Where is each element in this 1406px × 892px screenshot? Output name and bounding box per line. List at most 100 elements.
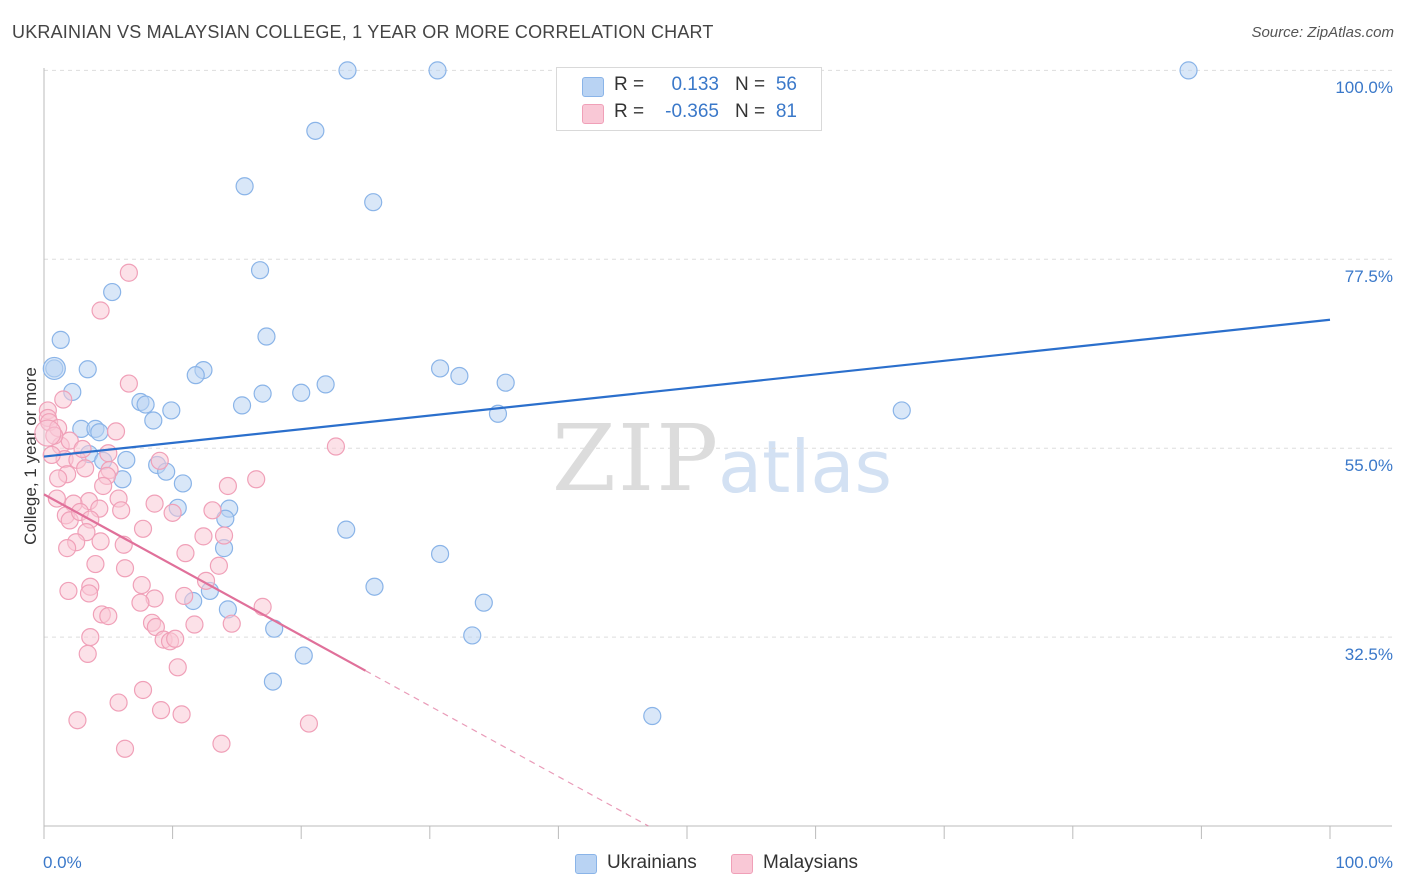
point-malaysians (91, 301, 110, 320)
point-ukrainians (496, 373, 515, 392)
point-ukrainians (643, 706, 662, 726)
point-malaysians (59, 581, 78, 601)
point-malaysians (99, 444, 118, 463)
point-ukrainians (338, 61, 357, 80)
point-malaysians (119, 374, 138, 393)
point-malaysians (132, 575, 151, 595)
legend-n-label: N = (735, 74, 766, 95)
x-tick-label: 100.0% (1335, 853, 1393, 872)
point-ukrainians (365, 577, 384, 596)
point-malaysians (112, 501, 131, 520)
point-ukrainians (136, 395, 155, 414)
legend-row-ukrainians: R = 0.133 N = 56 (557, 74, 821, 100)
y-tick-label: 100.0% (1335, 78, 1393, 97)
point-ukrainians (292, 383, 311, 402)
point-ukrainians (253, 384, 272, 403)
legend-n-label: N = (735, 101, 766, 122)
point-malaysians (79, 584, 99, 603)
point-ukrainians (173, 474, 192, 493)
point-malaysians (194, 527, 213, 546)
point-malaysians (212, 734, 231, 753)
series-label-ukrainians: Ukrainians (607, 852, 697, 873)
point-ukrainians (892, 401, 911, 420)
point-malaysians (73, 439, 92, 459)
chart-title: UKRAINIAN VS MALAYSIAN COLLEGE, 1 YEAR O… (12, 22, 714, 42)
point-malaysians (94, 476, 113, 496)
point-malaysians (68, 711, 87, 730)
point-ukrainians (117, 450, 136, 470)
point-ukrainians (232, 396, 252, 415)
point-ukrainians (430, 359, 450, 378)
point-ukrainians (463, 626, 482, 645)
point-malaysians-large (34, 419, 62, 447)
point-malaysians (81, 627, 100, 647)
trendline-ukrainians (43, 318, 1331, 458)
point-malaysians (218, 476, 237, 496)
watermark-atlas: atlas (718, 425, 892, 509)
point-ukrainians (51, 330, 70, 349)
point-ukrainians (316, 375, 335, 394)
point-malaysians (119, 263, 138, 282)
point-ukrainians (250, 261, 270, 280)
trendline-malaysians (43, 493, 367, 672)
legend-r-label: R = (614, 101, 645, 122)
point-ukrainians (90, 423, 109, 442)
point-malaysians (253, 597, 272, 616)
point-ukrainians (144, 411, 163, 430)
legend-row-malaysians: R = -0.365 N = 81 (557, 101, 821, 127)
trendline-malaysians-extrapolated (365, 670, 649, 827)
legend-r-value: -0.365 (665, 101, 719, 122)
series-swatch-ukrainians (575, 854, 597, 874)
point-malaysians (86, 554, 105, 574)
point-ukrainians (430, 544, 450, 564)
point-malaysians (54, 390, 73, 409)
point-malaysians (299, 714, 319, 733)
source-credit: Source: ZipAtlas.com (1251, 24, 1394, 41)
point-ukrainians (428, 61, 447, 80)
point-malaysians (150, 451, 169, 470)
watermark-zip: ZIP (552, 405, 721, 512)
legend-swatch-malaysians (582, 104, 604, 124)
legend-n-value: 81 (775, 101, 797, 122)
legend-r-label: R = (614, 74, 645, 95)
point-malaysians (115, 559, 135, 578)
point-malaysians (166, 629, 185, 648)
point-malaysians (151, 701, 171, 720)
point-malaysians (91, 532, 110, 551)
point-malaysians (133, 519, 153, 538)
point-malaysians (175, 586, 194, 606)
point-malaysians (222, 614, 241, 633)
point-malaysians (49, 469, 68, 488)
series-swatch-malaysians (731, 854, 753, 874)
point-malaysians (109, 693, 128, 712)
point-ukrainians (294, 646, 313, 665)
point-malaysians (176, 544, 195, 563)
legend-r-value: 0.133 (671, 74, 719, 95)
point-malaysians (185, 615, 204, 634)
y-tick-label: 77.5% (1345, 267, 1393, 286)
point-ukrainians-large (42, 356, 66, 381)
point-ukrainians (474, 593, 493, 612)
point-malaysians (168, 658, 187, 677)
point-malaysians (209, 556, 228, 575)
point-ukrainians (235, 177, 254, 196)
point-malaysians (99, 607, 118, 626)
point-ukrainians (337, 520, 356, 539)
series-legend: Ukrainians Malaysians (0, 852, 1406, 876)
point-malaysians (163, 503, 182, 522)
point-malaysians (203, 501, 222, 520)
point-ukrainians (162, 401, 181, 420)
point-ukrainians (1179, 61, 1198, 80)
point-malaysians (247, 470, 266, 489)
point-malaysians (76, 459, 95, 478)
legend-n-value: 56 (775, 74, 797, 95)
point-ukrainians (103, 282, 122, 302)
point-malaysians (106, 422, 126, 441)
point-ukrainians (306, 121, 325, 140)
point-malaysians (133, 680, 153, 700)
y-tick-label: 55.0% (1345, 456, 1393, 475)
point-ukrainians (263, 672, 283, 691)
point-ukrainians (186, 366, 205, 385)
point-malaysians (172, 705, 191, 724)
